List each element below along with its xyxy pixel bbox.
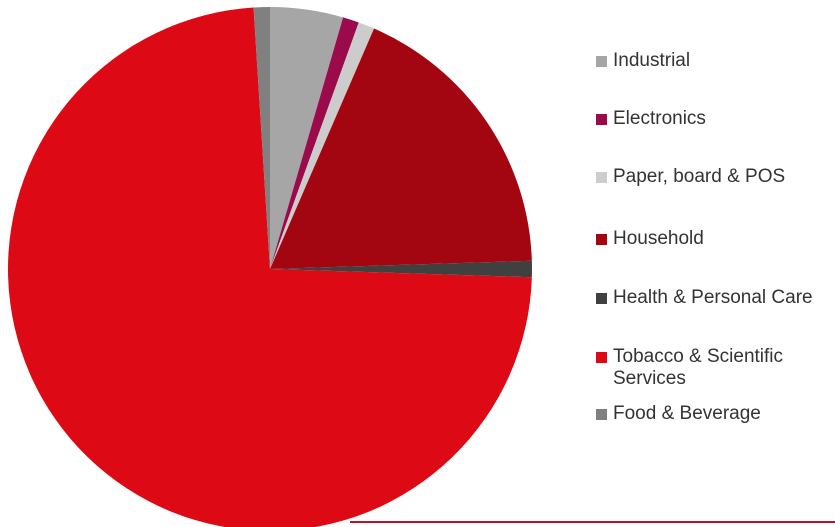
legend-item-food-beverage: Food & Beverage	[596, 403, 829, 425]
legend-label: Tobacco & Scientific Services	[613, 346, 784, 389]
legend-swatch	[596, 172, 607, 183]
pie-slice-paper-board-pos	[270, 22, 375, 269]
pie-slice-household	[270, 28, 532, 269]
pie-slice-industrial	[270, 6, 344, 269]
legend-swatch	[596, 234, 607, 245]
pie-slice-electronics	[270, 17, 359, 270]
legend-swatch	[596, 293, 607, 304]
legend-swatch	[596, 56, 607, 67]
legend-item-household: Household	[596, 228, 829, 250]
legend-swatch	[596, 409, 607, 420]
legend-label: Food & Beverage	[613, 403, 761, 424]
legend-label: Paper, board & POS	[613, 166, 786, 187]
bottom-rule	[350, 521, 835, 523]
pie-slice-tobacco-scientific-services	[8, 7, 532, 527]
pie-slice-health-personal-care	[270, 260, 532, 278]
legend-item-paper-board-pos: Paper, board & POS	[596, 166, 829, 188]
legend-item-tobacco-scientific-services: Tobacco & Scientific Services	[596, 346, 829, 390]
legend-item-industrial: Industrial	[596, 50, 829, 72]
legend-swatch	[596, 352, 607, 363]
legend-label: Industrial	[613, 50, 691, 71]
legend-item-health-personal-care: Health & Personal Care	[596, 287, 829, 309]
legend-swatch	[596, 114, 607, 125]
pie-slice-food-beverage	[253, 7, 270, 269]
legend-label: Health & Personal Care	[613, 287, 813, 308]
legend-label: Household	[613, 228, 704, 249]
legend-label: Electronics	[613, 108, 706, 129]
legend-item-electronics: Electronics	[596, 108, 829, 130]
